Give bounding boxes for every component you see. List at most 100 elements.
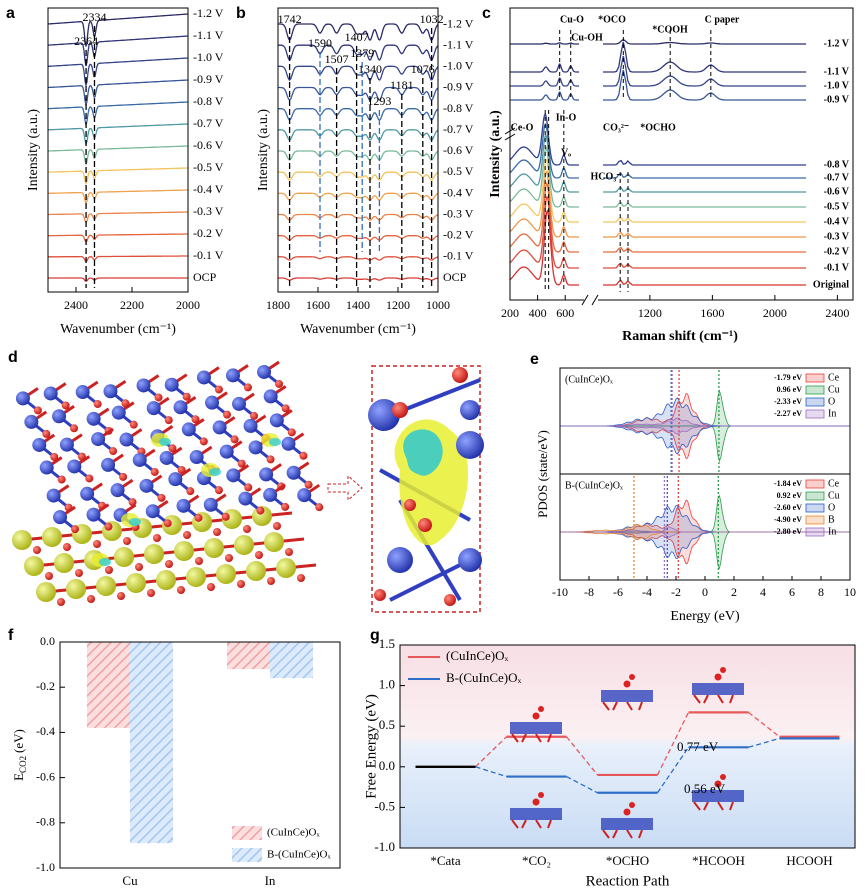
curve-label: -0.4 V xyxy=(824,216,850,227)
curve-label: -0.6 V xyxy=(443,143,474,157)
atom xyxy=(146,401,161,416)
atom xyxy=(66,579,86,599)
spectrum-curve xyxy=(603,201,807,208)
atom xyxy=(103,384,118,399)
atom xyxy=(52,409,67,424)
atom xyxy=(199,437,208,446)
curve-label: -1.1 V xyxy=(193,28,224,42)
spectrum-curve xyxy=(48,123,188,147)
atom xyxy=(203,497,218,512)
annotation: In-O xyxy=(556,112,577,123)
spectrum-curve xyxy=(603,172,807,179)
spectrum-curve xyxy=(509,145,579,208)
atom xyxy=(80,486,95,501)
curve-label: -1.2 V xyxy=(824,38,850,49)
atom xyxy=(232,396,247,411)
connector xyxy=(475,736,507,768)
curve-label: -0.8 V xyxy=(443,101,474,115)
atom xyxy=(168,444,177,453)
plot-frame xyxy=(399,644,856,849)
atom xyxy=(196,370,211,385)
x-tick-label: 1400 xyxy=(346,298,370,312)
atom xyxy=(119,472,128,481)
annotation: CO₃²⁻ xyxy=(603,122,629,133)
slab xyxy=(510,722,562,734)
curve-label: -1.1 V xyxy=(824,66,850,77)
spectrum-curve xyxy=(278,171,439,181)
peak-label: 1507 xyxy=(325,52,349,66)
spectrum-curve xyxy=(603,159,807,166)
atom xyxy=(246,561,266,581)
atom xyxy=(164,416,173,425)
y-axis-label-sub: CO2 xyxy=(18,756,28,773)
atom xyxy=(212,420,227,435)
slab xyxy=(692,790,744,802)
legend-swatch xyxy=(232,848,262,862)
spectrum-curve xyxy=(510,62,579,73)
atom xyxy=(238,491,253,506)
atom xyxy=(243,383,252,392)
value-label: 0.92 eV xyxy=(777,491,803,500)
atom xyxy=(15,391,30,406)
x-tick-label: 10 xyxy=(844,585,856,599)
spectrum-curve xyxy=(278,235,439,241)
atom xyxy=(213,528,221,536)
atom xyxy=(186,567,206,587)
annotation: Cu-OH xyxy=(571,32,603,43)
x-tick-label: 2000 xyxy=(763,306,787,320)
legend-label: Ce xyxy=(828,478,840,489)
curve-label: Original xyxy=(813,279,849,290)
spectrum-curve xyxy=(48,189,188,205)
spectrum-curve xyxy=(509,112,579,166)
spectrum-curve xyxy=(603,38,807,45)
spectrum-curve xyxy=(603,262,807,269)
legend-swatch xyxy=(805,479,825,489)
atom xyxy=(266,455,275,464)
spectrum-curve xyxy=(47,13,189,47)
atom xyxy=(96,576,116,596)
curve-label: -1.2 V xyxy=(443,16,474,30)
x-tick-label: 1600 xyxy=(306,298,330,312)
curve-label: -0.2 V xyxy=(824,246,850,257)
atom xyxy=(117,592,125,600)
slab xyxy=(510,808,562,820)
zoom-arrow xyxy=(327,474,363,502)
curve-label: -0.9 V xyxy=(443,80,474,94)
atom xyxy=(75,385,90,400)
slab xyxy=(601,690,653,702)
atom xyxy=(256,506,265,515)
atom xyxy=(273,522,281,530)
atom xyxy=(104,522,113,531)
atom xyxy=(126,573,146,593)
slab-bonds xyxy=(602,701,643,711)
atom xyxy=(286,465,301,480)
legend-label: Ce xyxy=(828,372,840,383)
curve-label: -1.0 V xyxy=(824,80,850,91)
legend-swatch xyxy=(805,373,825,383)
atom xyxy=(315,503,324,512)
atom xyxy=(456,431,484,459)
x-tick-label: 200 xyxy=(501,306,519,320)
spectrum-curve xyxy=(509,122,579,179)
atom xyxy=(173,400,188,415)
atom xyxy=(387,547,413,573)
atom xyxy=(12,530,32,550)
atom xyxy=(71,525,80,534)
pdos-lobe xyxy=(560,523,850,541)
atom xyxy=(123,537,131,545)
atom xyxy=(304,480,313,489)
annotation: HCO₃⁻ xyxy=(590,171,621,182)
value-label: -2.33 eV xyxy=(774,397,802,406)
atom xyxy=(105,566,113,574)
atom xyxy=(46,488,61,503)
annotation: *OCO xyxy=(598,14,626,25)
structure-model xyxy=(12,360,324,606)
spectrum-curve xyxy=(603,216,807,223)
curve-label: -0.2 V xyxy=(193,226,224,240)
atom xyxy=(33,546,41,554)
legend-label: (CuInCe)Oₓ xyxy=(446,648,508,663)
slab-bonds xyxy=(602,829,643,839)
plot-frame xyxy=(59,641,341,869)
atom xyxy=(63,543,71,551)
atom xyxy=(259,467,274,482)
